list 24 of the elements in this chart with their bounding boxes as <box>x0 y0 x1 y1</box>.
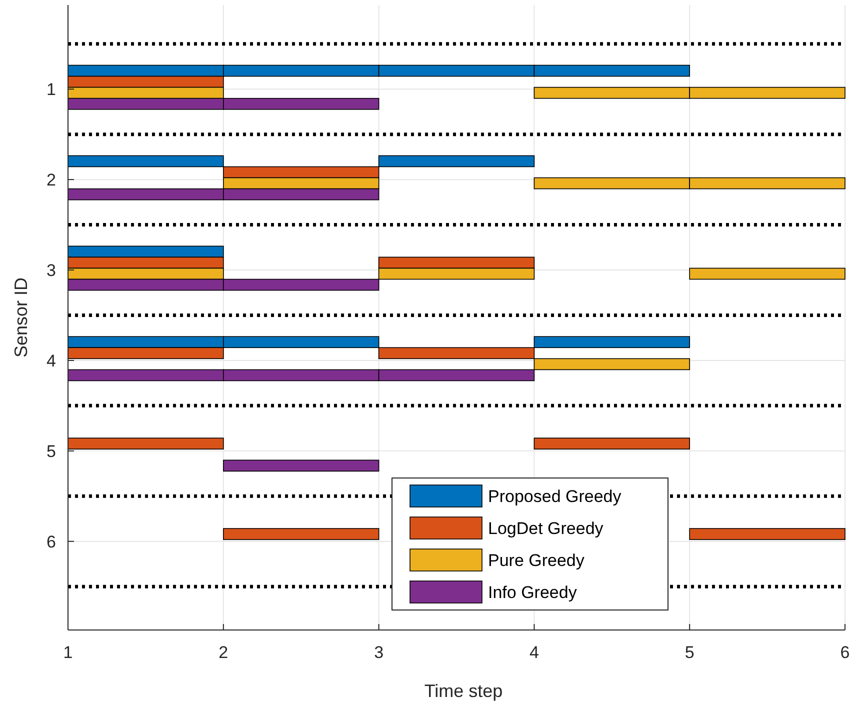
bar <box>534 438 690 450</box>
x-tick-label: 4 <box>529 643 539 662</box>
legend-label: LogDet Greedy <box>488 518 604 538</box>
x-tick-label: 5 <box>684 643 694 662</box>
legend-label: Info Greedy <box>488 582 578 602</box>
y-tick-label: 4 <box>46 351 56 370</box>
bar <box>223 460 380 472</box>
y-axis-title: Sensor ID <box>11 277 31 358</box>
y-tick-label: 1 <box>46 80 56 100</box>
bar <box>223 528 380 540</box>
y-tick-label: 3 <box>46 260 56 280</box>
x-tick-label: 6 <box>840 643 850 662</box>
legend-label: Pure Greedy <box>488 550 585 570</box>
bar <box>68 438 224 450</box>
legend-label: Proposed Greedy <box>488 486 622 506</box>
y-tick-label: 2 <box>46 170 56 190</box>
y-tick-label: 5 <box>46 442 56 461</box>
x-tick-label: 1 <box>63 643 73 662</box>
bar <box>689 528 846 540</box>
x-axis-title: Time step <box>424 681 503 701</box>
y-tick-label: 6 <box>46 532 56 552</box>
bar <box>689 268 846 280</box>
x-tick-label: 3 <box>374 643 384 662</box>
x-tick-label: 2 <box>218 643 228 662</box>
